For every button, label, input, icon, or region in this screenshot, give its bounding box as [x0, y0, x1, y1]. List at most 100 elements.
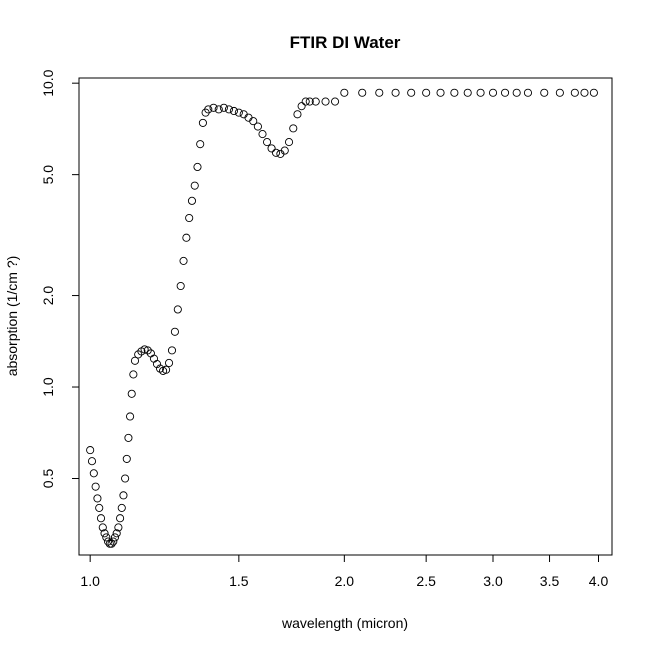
- data-point: [267, 144, 276, 153]
- data-point: [391, 88, 400, 97]
- data-point: [407, 88, 416, 97]
- data-point: [114, 523, 123, 532]
- data-point: [209, 103, 218, 112]
- x-tick-label: 2.5: [416, 573, 436, 589]
- data-point: [179, 256, 188, 265]
- data-point: [258, 130, 267, 139]
- data-point: [297, 102, 306, 111]
- data-point: [476, 88, 485, 97]
- data-point: [540, 88, 549, 97]
- y-axis: 0.5 1.0 2.0 5.0 10.0: [40, 69, 79, 488]
- data-point: [89, 469, 98, 478]
- data-point: [190, 181, 199, 190]
- data-point: [167, 346, 177, 355]
- data-point: [488, 88, 498, 97]
- data-point: [198, 118, 207, 127]
- data-point: [129, 370, 138, 379]
- y-tick-label: 1.0: [40, 377, 56, 397]
- data-point: [126, 412, 135, 421]
- data-point: [589, 88, 598, 97]
- data-point: [224, 105, 233, 114]
- data-point: [149, 354, 159, 363]
- data-point: [555, 88, 564, 97]
- x-tick-label: 1.5: [229, 573, 249, 589]
- x-axis: 1.0 1.5 2.0 2.5 3.0 3.5 4.0: [80, 555, 608, 589]
- data-point: [280, 146, 289, 155]
- x-tick-label: 3.5: [540, 573, 560, 589]
- data-point: [182, 233, 191, 242]
- y-axis-label: absorption (1/cm ?): [4, 256, 20, 377]
- data-point: [196, 140, 205, 149]
- data-point: [130, 356, 140, 365]
- plot-frame: [78, 77, 613, 556]
- data-point: [271, 148, 281, 157]
- data-point: [239, 110, 248, 119]
- data-point: [112, 529, 121, 538]
- data-point: [289, 124, 298, 133]
- data-point: [219, 103, 228, 112]
- data-point: [164, 358, 174, 368]
- y-tick-label: 2.0: [40, 286, 56, 306]
- data-point: [110, 533, 120, 542]
- data-point: [93, 494, 102, 503]
- x-tick-label: 4.0: [589, 573, 609, 589]
- data-point: [311, 97, 320, 106]
- data-point: [358, 88, 367, 97]
- data-point: [152, 360, 162, 369]
- data-point: [301, 97, 310, 106]
- data-point: [229, 106, 238, 116]
- y-tick-label: 10.0: [40, 69, 56, 96]
- data-point: [253, 122, 262, 131]
- data-point: [86, 446, 95, 455]
- data-point: [143, 346, 152, 355]
- data-points: [86, 88, 598, 548]
- data-point: [173, 305, 182, 314]
- data-point: [193, 162, 202, 172]
- x-tick-label: 1.0: [80, 573, 100, 589]
- data-point: [422, 88, 431, 97]
- y-tick-label: 5.0: [40, 165, 56, 185]
- x-tick-label: 2.0: [335, 573, 355, 589]
- data-point: [450, 88, 459, 97]
- data-point: [321, 97, 330, 106]
- x-axis-label: wavelength (micron): [281, 615, 408, 631]
- data-point: [122, 454, 131, 463]
- data-point: [170, 327, 179, 336]
- data-point: [124, 433, 133, 442]
- data-point: [244, 113, 253, 122]
- data-point: [102, 533, 111, 542]
- data-point: [204, 105, 213, 114]
- data-point: [100, 529, 109, 538]
- data-point: [305, 97, 314, 106]
- data-point: [176, 281, 185, 291]
- data-point: [523, 88, 533, 97]
- data-point: [500, 88, 510, 97]
- data-point: [284, 138, 294, 147]
- chart-title: FTIR DI Water: [290, 33, 401, 52]
- data-point: [119, 491, 128, 500]
- data-point: [162, 365, 171, 374]
- data-point: [185, 213, 194, 223]
- data-point: [436, 88, 445, 97]
- data-point: [214, 105, 223, 114]
- y-tick-label: 0.5: [40, 469, 56, 489]
- data-point: [570, 88, 579, 97]
- data-point: [117, 503, 126, 512]
- data-point: [331, 97, 340, 106]
- data-point: [116, 514, 125, 523]
- data-point: [95, 503, 104, 512]
- data-point: [107, 539, 116, 548]
- data-point: [96, 514, 106, 523]
- data-point: [375, 88, 384, 97]
- data-point: [340, 88, 349, 97]
- data-point: [91, 482, 100, 491]
- data-point: [463, 88, 472, 97]
- data-point: [140, 345, 149, 354]
- data-point: [234, 108, 243, 117]
- x-tick-label: 3.0: [483, 573, 503, 589]
- data-point: [249, 117, 258, 126]
- data-point: [293, 110, 302, 119]
- data-point: [263, 138, 272, 147]
- data-point: [121, 474, 130, 483]
